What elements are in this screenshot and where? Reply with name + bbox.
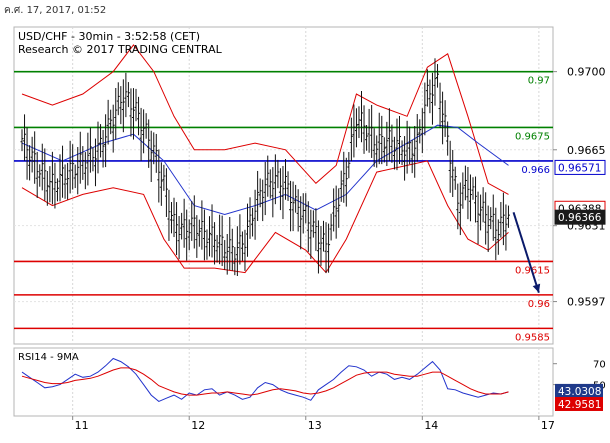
- y-tick-label: 0.9597: [567, 296, 606, 309]
- price-tag-label: 0.96571: [558, 162, 601, 174]
- forecast-arrow-shaft: [512, 211, 540, 293]
- rsi-value-tag-label: 43.0308: [558, 386, 601, 398]
- rsi-line: [21, 357, 509, 402]
- x-tick-label: 11: [75, 419, 89, 432]
- price-tag-box: [554, 159, 606, 175]
- level-label: 0.96: [528, 299, 550, 310]
- level-label: 0.9675: [515, 131, 550, 142]
- bollinger-upper-line: [21, 44, 509, 195]
- x-tick-label: 13: [308, 419, 322, 432]
- level-label: 0.966: [521, 165, 550, 176]
- rsi-value-tag-label: 42.9581: [558, 399, 601, 411]
- rsi-ma-line: [21, 367, 509, 396]
- level-label: 0.97: [528, 76, 550, 87]
- forecast-arrow-head: [532, 283, 541, 293]
- rsi-value-tag-box: [555, 396, 603, 411]
- main-panel-frame: [13, 26, 554, 345]
- level-label: 0.9585: [515, 332, 550, 343]
- chart-title: USD/CHF - 30min - 3:52:58 (CET): [18, 30, 200, 43]
- chart-credit: Research © 2017 TRADING CENTRAL: [18, 43, 223, 56]
- price-bar-layer: [20, 58, 510, 276]
- bollinger-lower-line: [21, 160, 509, 274]
- price-tag-box: [554, 209, 606, 225]
- rsi-layer: [21, 357, 509, 402]
- x-tick-label: 14: [424, 419, 438, 432]
- x-tick-label: 17: [541, 419, 555, 432]
- y-tick-label: 0.9700: [567, 66, 606, 79]
- y-tick-label: 0.9665: [567, 144, 606, 157]
- rsi-panel-frame: [13, 347, 554, 417]
- rsi-value-tag-box: [555, 383, 603, 398]
- price-tag-label: 0.96366: [558, 212, 602, 224]
- x-tick-label: 12: [191, 419, 205, 432]
- rsi-title: RSI14 - 9MA: [18, 352, 79, 363]
- rsi-y-tick-label: 70: [593, 360, 606, 371]
- timestamp-label: ค.ศ. 17, 2017, 01:52: [4, 5, 107, 16]
- forecast-arrow-layer: [512, 211, 541, 293]
